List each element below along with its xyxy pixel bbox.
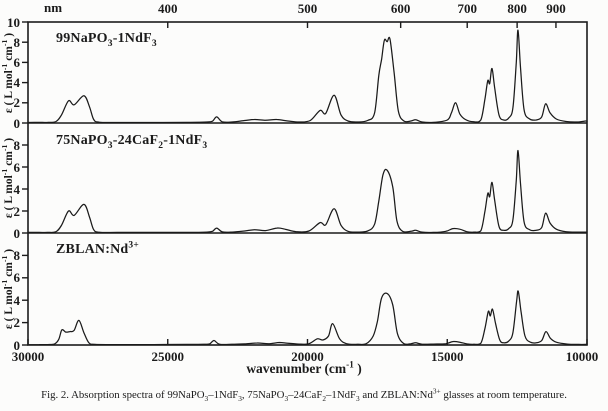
y-tick-label-p3-4: 4	[13, 292, 21, 308]
y-tick-label-p3-0: 0	[13, 337, 21, 353]
y-tick-label-p1-10: 10	[7, 14, 20, 30]
y-tick-label-p1-4: 4	[13, 75, 21, 91]
top-tick-label-400: 400	[158, 1, 178, 16]
top-tick-label-500: 500	[297, 1, 318, 16]
spectrum-curve-75NaPO3-24CaF2-1NdF3	[27, 149, 588, 234]
y-tick-label-p3-2: 2	[13, 315, 21, 331]
top-tick-label-800: 800	[507, 1, 527, 16]
bottom-tick-label-25000: 25000	[151, 349, 185, 364]
y-tick-label-p3-6: 6	[13, 270, 21, 286]
y-tick-label-p2-2: 2	[13, 203, 21, 219]
y-tick-label-p1-8: 8	[13, 34, 21, 50]
spectrum-curve-ZBLAN:Nd3+	[27, 290, 588, 346]
y-tick-label-p1-0: 0	[13, 115, 21, 131]
top-axis-unit-label: nm	[44, 0, 63, 15]
y-tick-label-p1-6: 6	[13, 54, 21, 70]
spectra-plot	[22, 21, 588, 346]
top-tick-label-700: 700	[457, 1, 477, 16]
figure-caption: Fig. 2. Absorption spectra of 99NaPO3–1N…	[41, 386, 567, 404]
y-tick-label-p2-0: 0	[13, 225, 21, 241]
y-tick-label-p1-2: 2	[13, 95, 21, 111]
panel-title-1: 99NaPO3-1NdF3	[56, 31, 157, 49]
x-axis-label: wavenumber (cm-1 )	[246, 359, 362, 376]
bottom-tick-label-15000: 15000	[431, 349, 464, 364]
y-tick-label-p2-8: 8	[13, 137, 21, 153]
top-tick-label-600: 600	[390, 1, 411, 16]
spectrum-curve-99NaPO3-1NdF3	[27, 29, 588, 124]
top-tick-label-900: 900	[546, 1, 566, 16]
panel-title-2: 75NaPO3-24CaF2-1NdF3	[56, 133, 208, 151]
bottom-tick-label-10000: 10000	[565, 349, 599, 364]
bottom-tick-label-20000: 20000	[291, 349, 324, 364]
y-tick-label-p2-4: 4	[13, 181, 21, 197]
y-tick-label-p2-6: 6	[13, 159, 21, 175]
y-tick-label-p3-8: 8	[13, 247, 21, 263]
panel-title-3: ZBLAN:Nd3+	[56, 240, 139, 257]
bottom-tick-label-30000: 30000	[11, 349, 45, 364]
